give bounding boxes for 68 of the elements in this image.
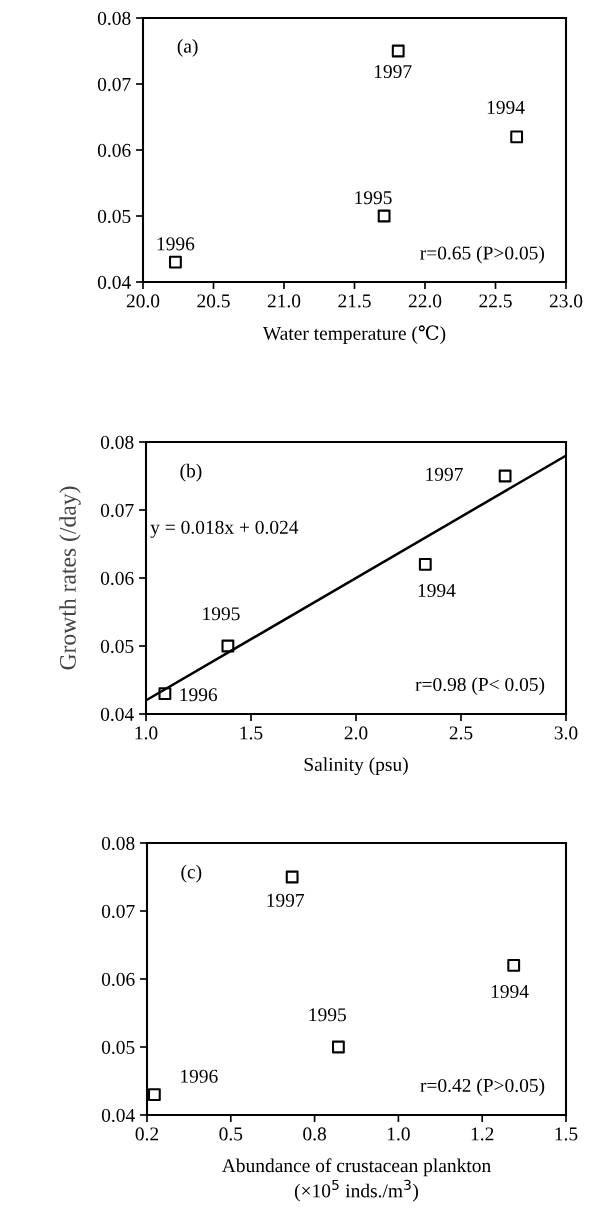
point — [331, 1040, 345, 1054]
annotation: 1994 — [487, 100, 525, 114]
x-tick-label: 1.0 — [135, 726, 158, 740]
annotation: 1997 — [267, 893, 305, 907]
annotation: 1996 — [180, 688, 218, 702]
x-tick-label: 0.8 — [303, 1127, 327, 1141]
annotation: 1996 — [157, 237, 195, 251]
annotation: r=0.98 (P< 0.05) — [415, 677, 545, 695]
x-tick-label: 3.0 — [554, 726, 578, 740]
x-tick-label: 1.2 — [471, 1127, 494, 1141]
annotation: (b) — [180, 463, 202, 482]
y-tick-label: 0.04 — [101, 1108, 135, 1123]
x-tick-label: 1.5 — [240, 726, 263, 740]
annotation: 1995 — [203, 607, 240, 621]
x-tick-label: 0.2 — [135, 1127, 159, 1141]
y-tick-label: 0.07 — [97, 77, 131, 92]
annotation: 1996 — [181, 1069, 218, 1083]
point — [391, 44, 405, 58]
annotation: 1997 — [374, 65, 412, 79]
y-tick-label: 0.04 — [100, 707, 134, 722]
x-tick-label: 23.0 — [549, 294, 583, 308]
x-tick-label: 1.0 — [387, 1127, 410, 1141]
y-axis-title: Growth rates (/day) — [59, 486, 81, 670]
point — [147, 1088, 161, 1102]
annotation: 1995 — [355, 191, 392, 205]
x-axis-title: Salinity (psu) — [304, 757, 408, 776]
annotation: y = 0.018x + 0.024 — [150, 520, 299, 538]
x-tick-label: 20.0 — [126, 294, 160, 308]
point — [498, 469, 512, 483]
y-tick-label: 0.07 — [101, 904, 135, 919]
point — [418, 557, 432, 571]
x-tick-label: 21.5 — [338, 294, 371, 308]
annotation: (c) — [181, 864, 202, 883]
y-tick-label: 0.08 — [100, 435, 134, 450]
annotation: 1995 — [309, 1008, 346, 1022]
y-tick-label: 0.07 — [100, 503, 134, 518]
y-tick-label: 0.08 — [97, 11, 131, 26]
x-tick-label: 20.5 — [197, 294, 230, 308]
x-axis-title: Water temperature (℃) — [262, 325, 446, 344]
y-tick-label: 0.05 — [101, 1040, 135, 1055]
x-tick-label: 2.5 — [449, 726, 473, 740]
point — [510, 130, 524, 144]
annotation: 1997 — [426, 467, 463, 481]
y-tick-label: 0.06 — [101, 972, 135, 987]
annotation: 1994 — [491, 984, 529, 999]
y-tick-label: 0.04 — [97, 275, 131, 290]
x-tick-label: 1.5 — [555, 1127, 578, 1141]
annotation: (a) — [177, 39, 198, 57]
point — [377, 209, 391, 223]
x-tick-label: 2.0 — [344, 726, 368, 740]
y-tick-label: 0.08 — [101, 836, 135, 851]
x-tick-label: 0.5 — [219, 1127, 243, 1141]
x-tick-label: 22.5 — [479, 294, 512, 308]
point — [158, 687, 172, 701]
point — [221, 639, 235, 653]
annotation: r=0.65 (P>0.05) — [420, 245, 544, 264]
x-tick-label: 22.0 — [408, 294, 442, 308]
x-axis-title: Abundance of crustacean plankton (×10$^{5}$ inds./m$^{3}$) — [221, 1158, 491, 1202]
point — [285, 870, 299, 884]
annotation: r=0.42 (P>0.05) — [420, 1078, 545, 1096]
x-tick-label: 21.0 — [267, 294, 301, 308]
y-tick-label: 0.06 — [97, 143, 131, 158]
y-tick-label: 0.06 — [100, 571, 134, 586]
y-tick-label: 0.05 — [100, 639, 134, 654]
point — [169, 255, 182, 269]
y-tick-label: 0.05 — [97, 209, 131, 224]
annotation: 1994 — [418, 583, 456, 598]
point — [507, 958, 521, 972]
